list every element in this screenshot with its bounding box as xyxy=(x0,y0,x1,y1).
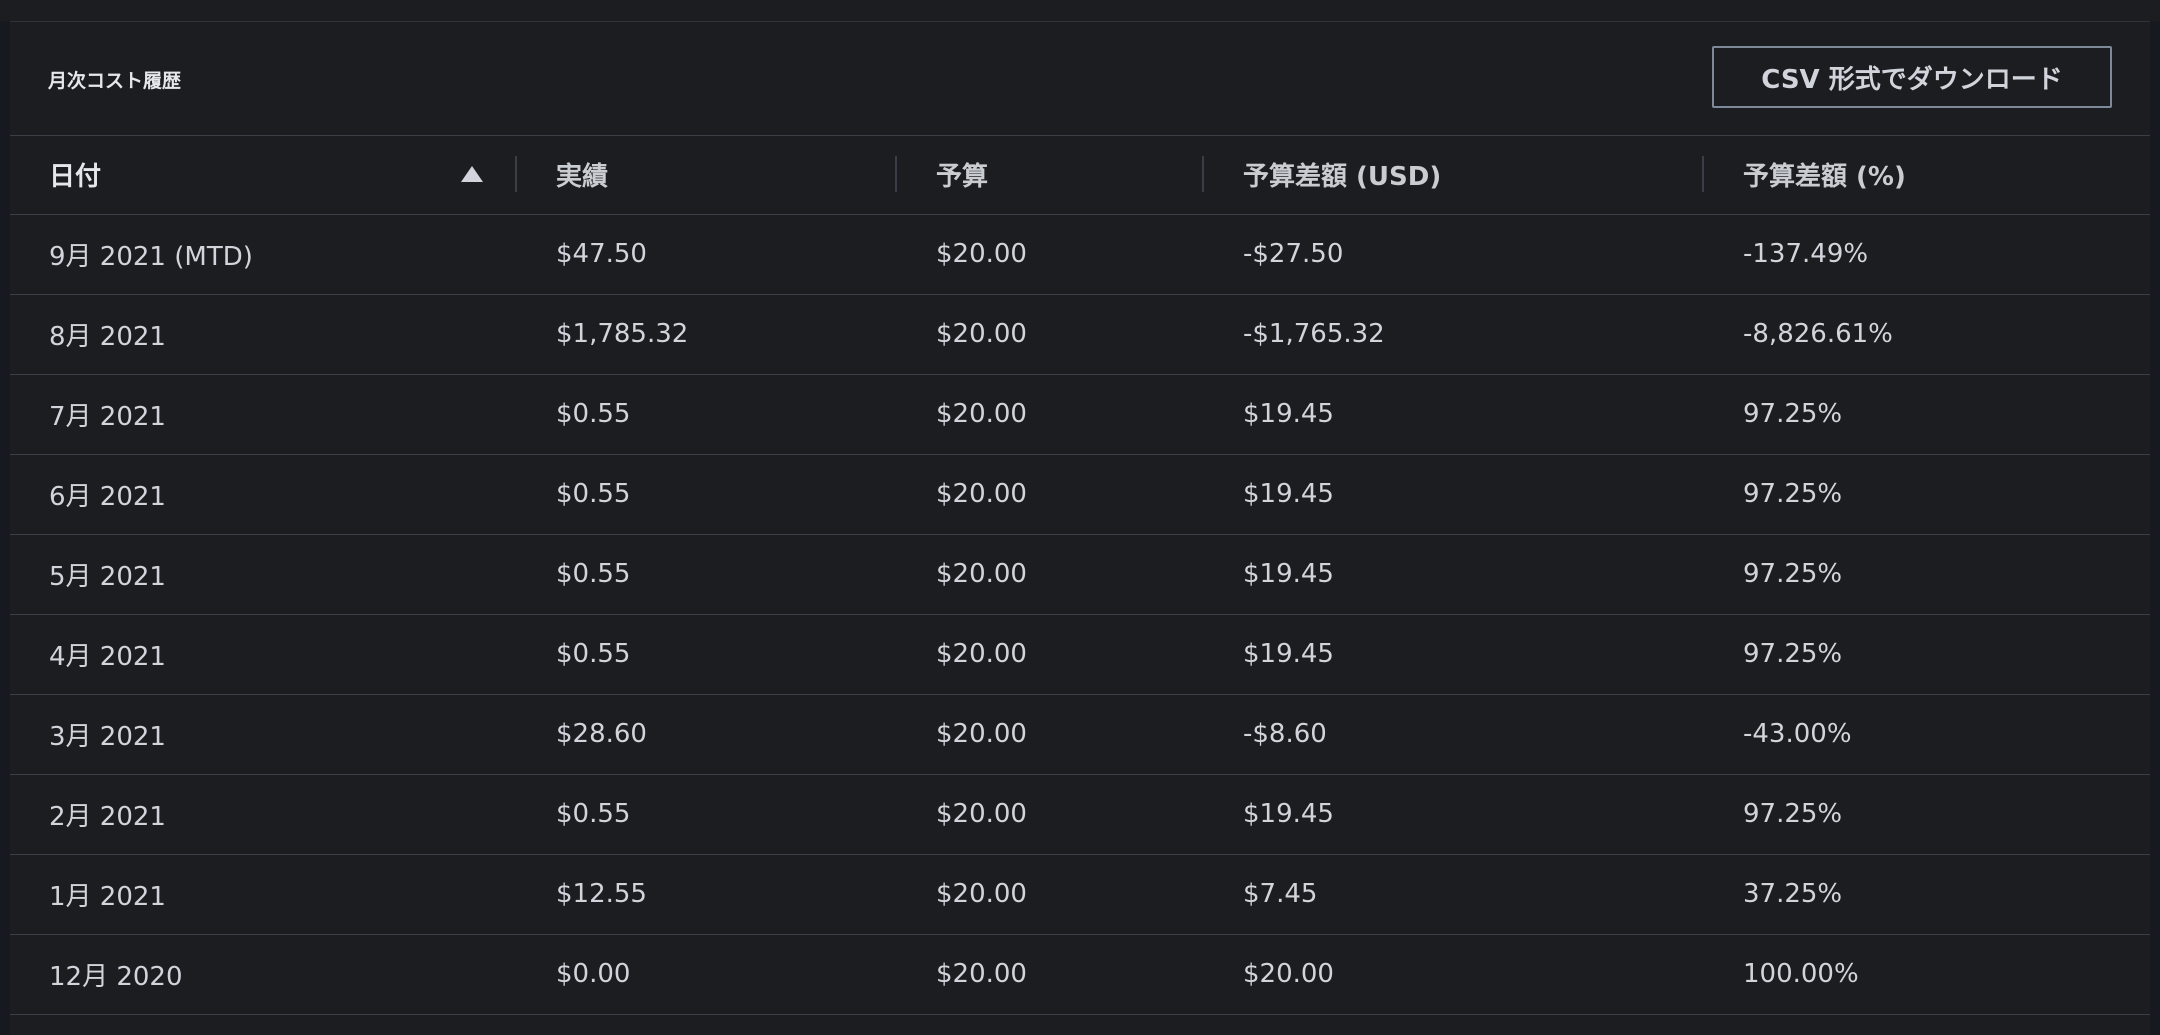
table-row: 5月 2021 $0.55 $20.00 $19.45 97.25% xyxy=(10,534,2150,615)
cell-date: 9月 2021 (MTD) xyxy=(10,214,517,295)
cell-actual: $0.55 xyxy=(517,534,897,615)
table-body: 9月 2021 (MTD) $47.50 $20.00 -$27.50 -137.49%… xyxy=(10,214,2150,1015)
panel-header: 月次コスト履歴 CSV 形式でダウンロード xyxy=(10,22,2150,136)
cell-budget: $20.00 xyxy=(897,374,1204,455)
cell-actual: $0.55 xyxy=(517,774,897,855)
cost-history-table: 日付 実績 予算 予算差額 (USD) 予算差額 (%) xyxy=(10,136,2150,1015)
panel-title: 月次コスト履歴 xyxy=(48,70,182,92)
cell-date: 3月 2021 xyxy=(10,694,517,775)
cell-variance-percent: 37.25% xyxy=(1704,854,2150,935)
cell-variance-usd: -$27.50 xyxy=(1204,214,1704,295)
cell-date: 7月 2021 xyxy=(10,374,517,455)
cell-budget: $20.00 xyxy=(897,854,1204,935)
cell-actual: $12.55 xyxy=(517,854,897,935)
cell-actual: $28.60 xyxy=(517,694,897,775)
column-header-label: 予算差額 (USD) xyxy=(1243,162,1442,193)
cell-variance-percent: 97.25% xyxy=(1704,774,2150,855)
cell-budget: $20.00 xyxy=(897,614,1204,695)
cell-actual: $0.55 xyxy=(517,374,897,455)
cell-variance-usd: $19.45 xyxy=(1204,614,1704,695)
cell-variance-percent: 97.25% xyxy=(1704,454,2150,535)
column-divider[interactable] xyxy=(515,156,517,192)
cell-actual: $1,785.32 xyxy=(517,294,897,375)
column-header-variance-usd[interactable]: 予算差額 (USD) xyxy=(1204,136,1704,215)
cell-variance-usd: $7.45 xyxy=(1204,854,1704,935)
cell-variance-percent: -8,826.61% xyxy=(1704,294,2150,375)
cell-variance-usd: -$1,765.32 xyxy=(1204,294,1704,375)
cell-variance-usd: -$8.60 xyxy=(1204,694,1704,775)
cell-variance-percent: 97.25% xyxy=(1704,614,2150,695)
column-header-budget[interactable]: 予算 xyxy=(897,136,1204,215)
cell-actual: $0.55 xyxy=(517,614,897,695)
table-header-row: 日付 実績 予算 予算差額 (USD) 予算差額 (%) xyxy=(10,136,2150,215)
cell-date: 12月 2020 xyxy=(10,934,517,1015)
cell-variance-usd: $19.45 xyxy=(1204,774,1704,855)
column-header-label: 実績 xyxy=(556,162,609,193)
cell-variance-percent: -137.49% xyxy=(1704,214,2150,295)
cell-variance-percent: -43.00% xyxy=(1704,694,2150,775)
csv-download-button[interactable]: CSV 形式でダウンロード xyxy=(1712,46,2112,108)
cell-variance-percent: 97.25% xyxy=(1704,534,2150,615)
table-row: 6月 2021 $0.55 $20.00 $19.45 97.25% xyxy=(10,454,2150,535)
table-row: 2月 2021 $0.55 $20.00 $19.45 97.25% xyxy=(10,774,2150,855)
cell-date: 1月 2021 xyxy=(10,854,517,935)
cell-variance-usd: $19.45 xyxy=(1204,454,1704,535)
table-row: 7月 2021 $0.55 $20.00 $19.45 97.25% xyxy=(10,374,2150,455)
monthly-cost-history-panel: 月次コスト履歴 CSV 形式でダウンロード 日付 実績 xyxy=(10,21,2150,1035)
cell-date: 2月 2021 xyxy=(10,774,517,855)
column-divider[interactable] xyxy=(1702,156,1704,192)
table-row: 1月 2021 $12.55 $20.00 $7.45 37.25% xyxy=(10,854,2150,935)
column-header-actual[interactable]: 実績 xyxy=(517,136,897,215)
cell-variance-percent: 100.00% xyxy=(1704,934,2150,1015)
cell-variance-usd: $19.45 xyxy=(1204,534,1704,615)
cell-actual: $0.00 xyxy=(517,934,897,1015)
cell-date: 6月 2021 xyxy=(10,454,517,535)
cell-budget: $20.00 xyxy=(897,534,1204,615)
cell-date: 8月 2021 xyxy=(10,294,517,375)
cell-variance-percent: 97.25% xyxy=(1704,374,2150,455)
cell-budget: $20.00 xyxy=(897,774,1204,855)
table-row: 3月 2021 $28.60 $20.00 -$8.60 -43.00% xyxy=(10,694,2150,775)
cell-budget: $20.00 xyxy=(897,934,1204,1015)
cell-budget: $20.00 xyxy=(897,214,1204,295)
cell-budget: $20.00 xyxy=(897,454,1204,535)
column-header-label: 日付 xyxy=(49,162,102,193)
column-divider[interactable] xyxy=(1202,156,1204,192)
cell-variance-usd: $20.00 xyxy=(1204,934,1704,1015)
table-row: 4月 2021 $0.55 $20.00 $19.45 97.25% xyxy=(10,614,2150,695)
sort-ascending-icon[interactable] xyxy=(461,166,483,182)
cell-actual: $0.55 xyxy=(517,454,897,535)
cell-actual: $47.50 xyxy=(517,214,897,295)
cell-budget: $20.00 xyxy=(897,694,1204,775)
column-header-label: 予算 xyxy=(936,162,989,193)
cell-variance-usd: $19.45 xyxy=(1204,374,1704,455)
cell-date: 4月 2021 xyxy=(10,614,517,695)
top-strip xyxy=(0,0,2160,21)
cell-budget: $20.00 xyxy=(897,294,1204,375)
table-row: 8月 2021 $1,785.32 $20.00 -$1,765.32 -8,826.6… xyxy=(10,294,2150,375)
column-header-label: 予算差額 (%) xyxy=(1743,162,1906,193)
column-header-date[interactable]: 日付 xyxy=(10,136,517,215)
table-row: 9月 2021 (MTD) $47.50 $20.00 -$27.50 -137.49% xyxy=(10,214,2150,295)
column-header-variance-percent[interactable]: 予算差額 (%) xyxy=(1704,136,2150,215)
cell-date: 5月 2021 xyxy=(10,534,517,615)
column-divider[interactable] xyxy=(895,156,897,192)
table-row: 12月 2020 $0.00 $20.00 $20.00 100.00% xyxy=(10,934,2150,1015)
